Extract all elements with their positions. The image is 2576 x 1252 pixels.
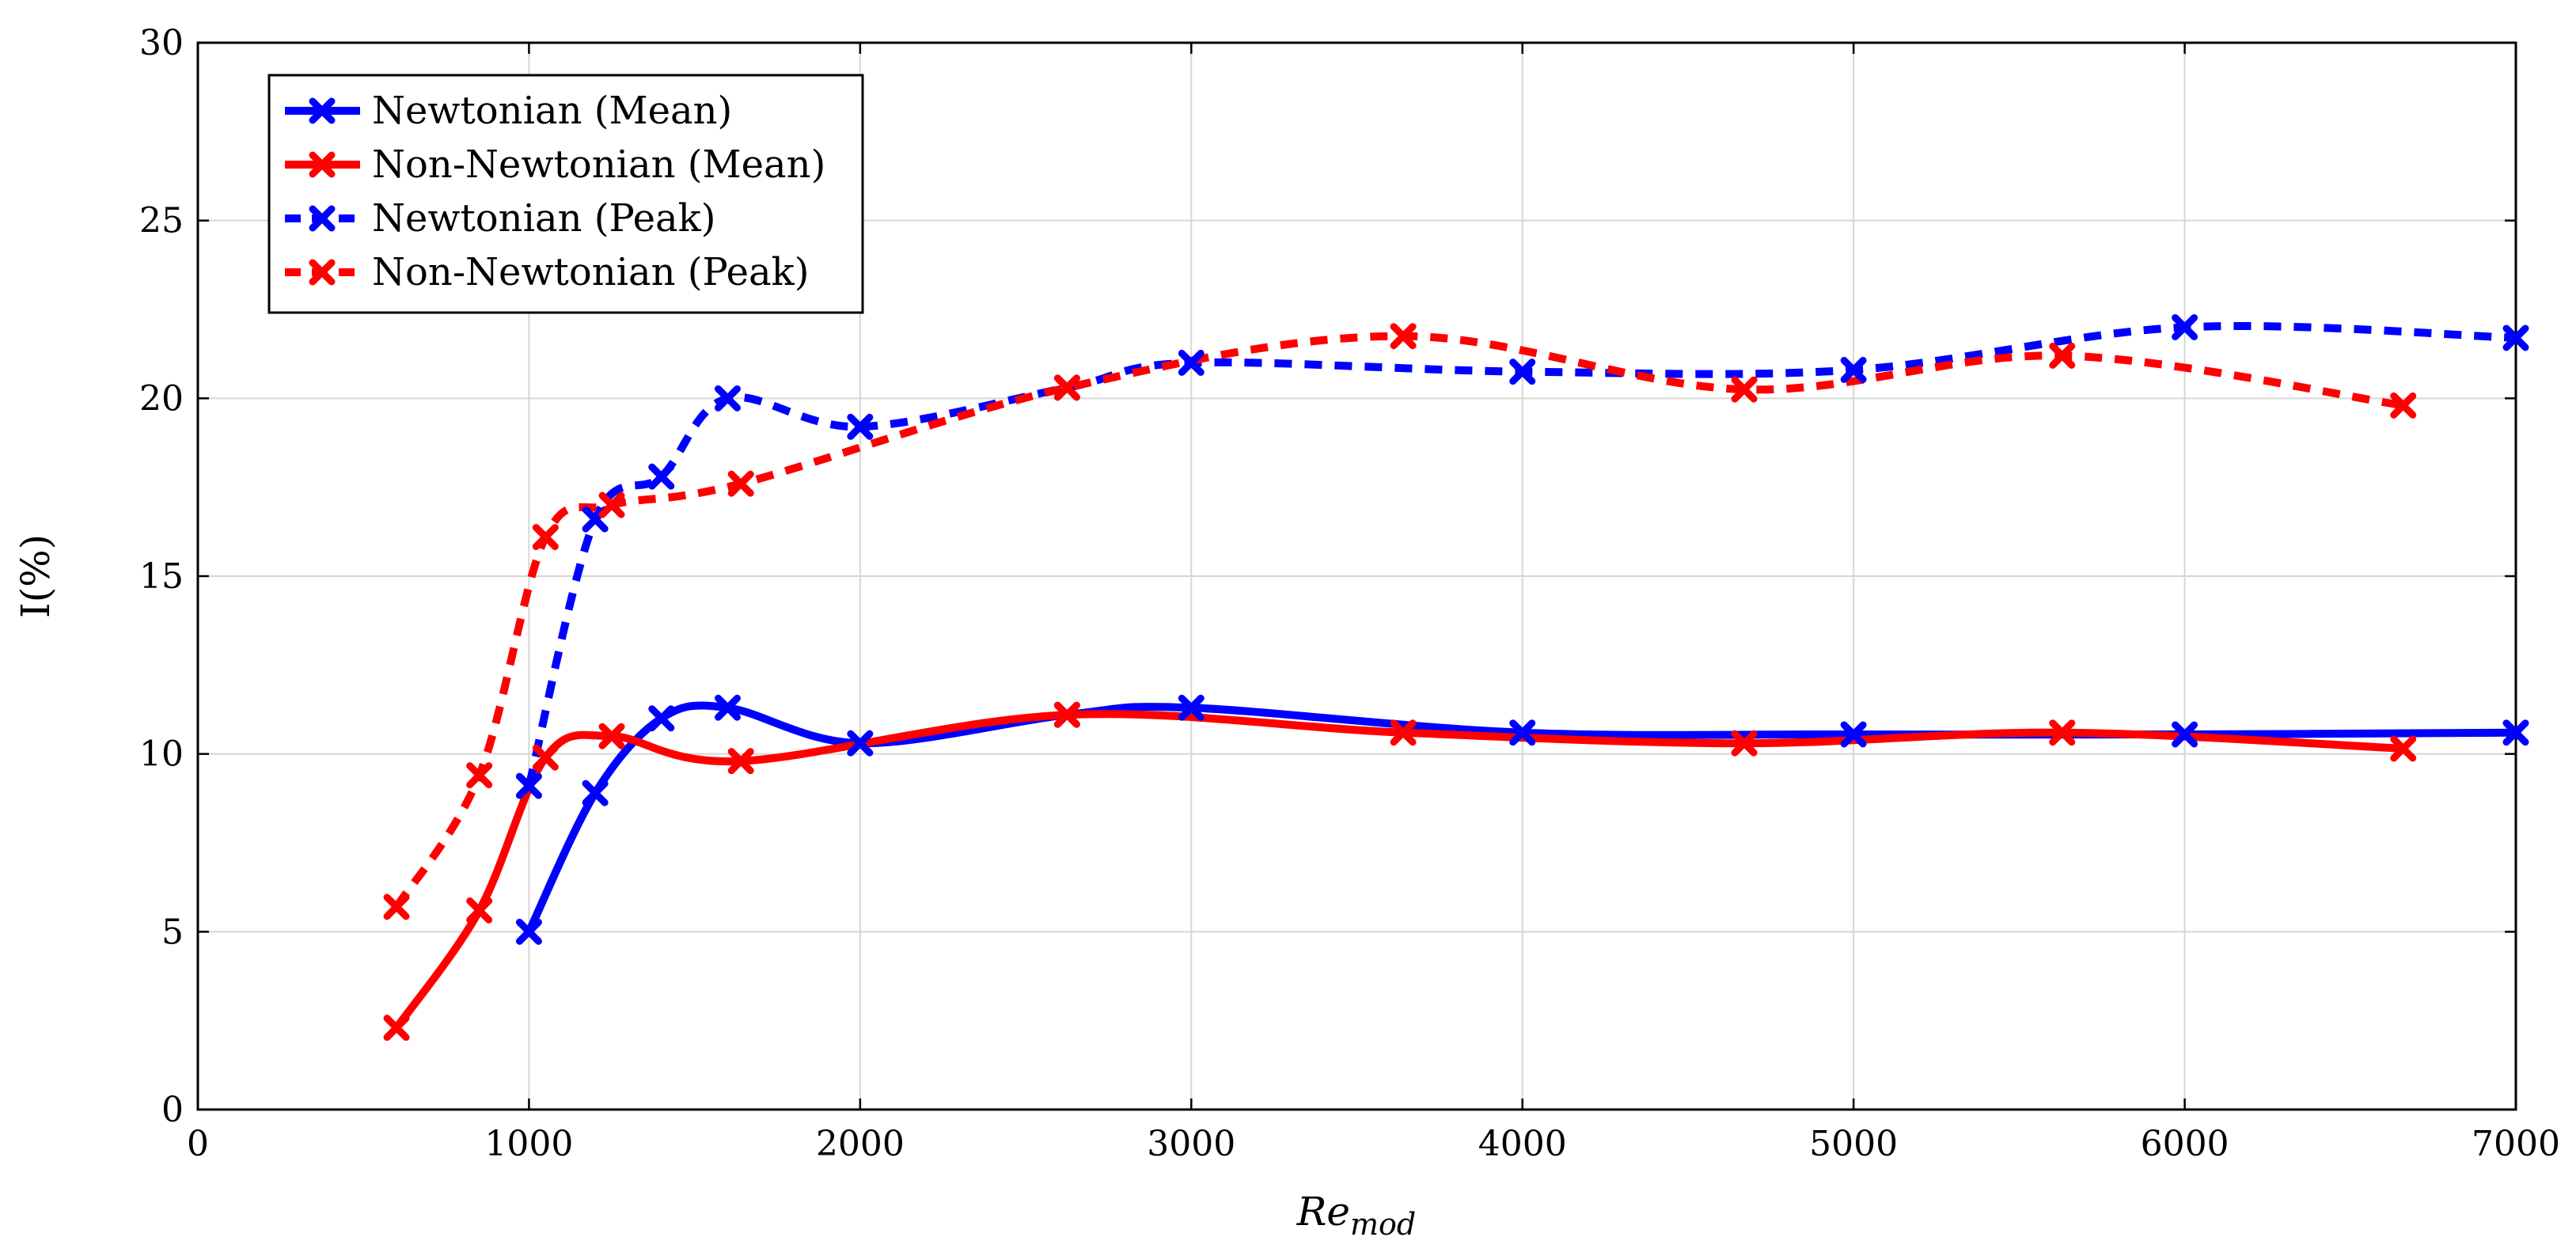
data-point-newtonian-mean	[847, 730, 874, 757]
x-tick-label: 2000	[816, 1124, 905, 1164]
y-tick-label: 15	[139, 556, 184, 597]
data-point-non-newtonian-mean	[727, 748, 754, 775]
axis-ticks: 0 5 10 15 20 25 30 0 1000 2000 3000 4000 5000 6000 700…	[139, 23, 2560, 1164]
data-point-newtonian-peak	[714, 385, 741, 412]
series-line-non-newtonian-peak	[393, 332, 2404, 909]
data-point-non-newtonian-mean	[2390, 735, 2417, 762]
legend-entry: Non-Newtonian (Peak)	[285, 250, 809, 294]
data-point-newtonian-mean	[582, 780, 609, 806]
data-point-newtonian-mean	[515, 918, 542, 945]
data-point-non-newtonian-peak	[598, 491, 625, 518]
data-point-non-newtonian-peak	[532, 524, 559, 551]
data-point-newtonian-peak	[2502, 324, 2529, 351]
markers-group	[383, 313, 2529, 1041]
data-point-newtonian-peak	[1509, 359, 1536, 385]
data-point-non-newtonian-peak	[383, 893, 410, 920]
legend-box	[267, 74, 864, 314]
data-point-non-newtonian-peak	[466, 762, 493, 789]
legend-label: Newtonian (Mean)	[372, 89, 732, 133]
data-point-non-newtonian-peak	[2390, 392, 2417, 419]
data-point-newtonian-mean	[1509, 719, 1536, 746]
legend-marker	[309, 97, 336, 124]
data-point-newtonian-peak	[1840, 356, 1867, 383]
legend-marker	[309, 259, 336, 286]
legend-entry: Non-Newtonian (Mean)	[285, 142, 825, 187]
legend-entry: Newtonian (Peak)	[285, 196, 715, 241]
data-point-non-newtonian-mean	[383, 1015, 410, 1041]
x-tick-label: 6000	[2141, 1124, 2229, 1164]
x-tick-label: 4000	[1478, 1124, 1567, 1164]
x-tick-label: 5000	[1809, 1124, 1898, 1164]
data-point-newtonian-peak	[1178, 349, 1205, 376]
x-axis-label: Remod	[1296, 1189, 1417, 1242]
x-tick-label: 1000	[484, 1124, 573, 1164]
data-point-non-newtonian-peak	[1731, 376, 1758, 403]
data-point-non-newtonian-peak	[1053, 374, 1080, 401]
x-tick-label: 3000	[1147, 1124, 1235, 1164]
y-tick-label: 25	[139, 201, 184, 241]
data-point-non-newtonian-mean	[1390, 719, 1417, 746]
data-point-newtonian-peak	[2172, 313, 2199, 340]
legend: Newtonian (Mean) Non-Newtonian (Mean) Newt…	[267, 74, 864, 314]
data-point-newtonian-peak	[847, 413, 874, 440]
y-axis-label: I(%)	[13, 534, 59, 618]
data-point-newtonian-mean	[2172, 721, 2199, 748]
data-point-newtonian-peak	[648, 463, 675, 490]
y-tick-label: 10	[139, 734, 184, 775]
x-tick-label: 7000	[2472, 1124, 2560, 1164]
y-tick-label: 20	[139, 378, 184, 419]
legend-marker	[309, 151, 336, 178]
legend-label: Newtonian (Peak)	[372, 196, 715, 241]
data-point-newtonian-mean	[1178, 694, 1205, 721]
legend-marker	[309, 205, 336, 232]
x-tick-label: 0	[187, 1124, 209, 1164]
series-group	[393, 321, 2516, 1030]
y-tick-label: 5	[161, 912, 184, 952]
data-point-newtonian-peak	[515, 772, 542, 799]
data-point-newtonian-mean	[648, 705, 675, 732]
data-point-non-newtonian-mean	[532, 744, 559, 771]
data-point-newtonian-mean	[1840, 721, 1867, 748]
data-point-non-newtonian-mean	[1731, 730, 1758, 757]
legend-label: Non-Newtonian (Mean)	[372, 142, 825, 187]
y-tick-label: 0	[161, 1090, 184, 1130]
y-tick-label: 30	[139, 23, 184, 63]
data-point-non-newtonian-peak	[1390, 323, 1417, 350]
legend-entry: Newtonian (Mean)	[285, 89, 732, 133]
series-line-newtonian-peak	[525, 321, 2516, 787]
data-point-non-newtonian-mean	[466, 897, 493, 924]
legend-label: Non-Newtonian (Peak)	[372, 250, 809, 294]
data-point-newtonian-mean	[2502, 719, 2529, 746]
data-point-non-newtonian-mean	[2049, 719, 2076, 746]
data-point-non-newtonian-mean	[598, 723, 625, 749]
series-line-non-newtonian-mean	[393, 710, 2403, 1030]
data-point-non-newtonian-mean	[1053, 701, 1080, 728]
data-point-non-newtonian-peak	[727, 470, 754, 497]
data-point-newtonian-mean	[714, 694, 741, 721]
data-point-non-newtonian-peak	[2049, 342, 2076, 369]
